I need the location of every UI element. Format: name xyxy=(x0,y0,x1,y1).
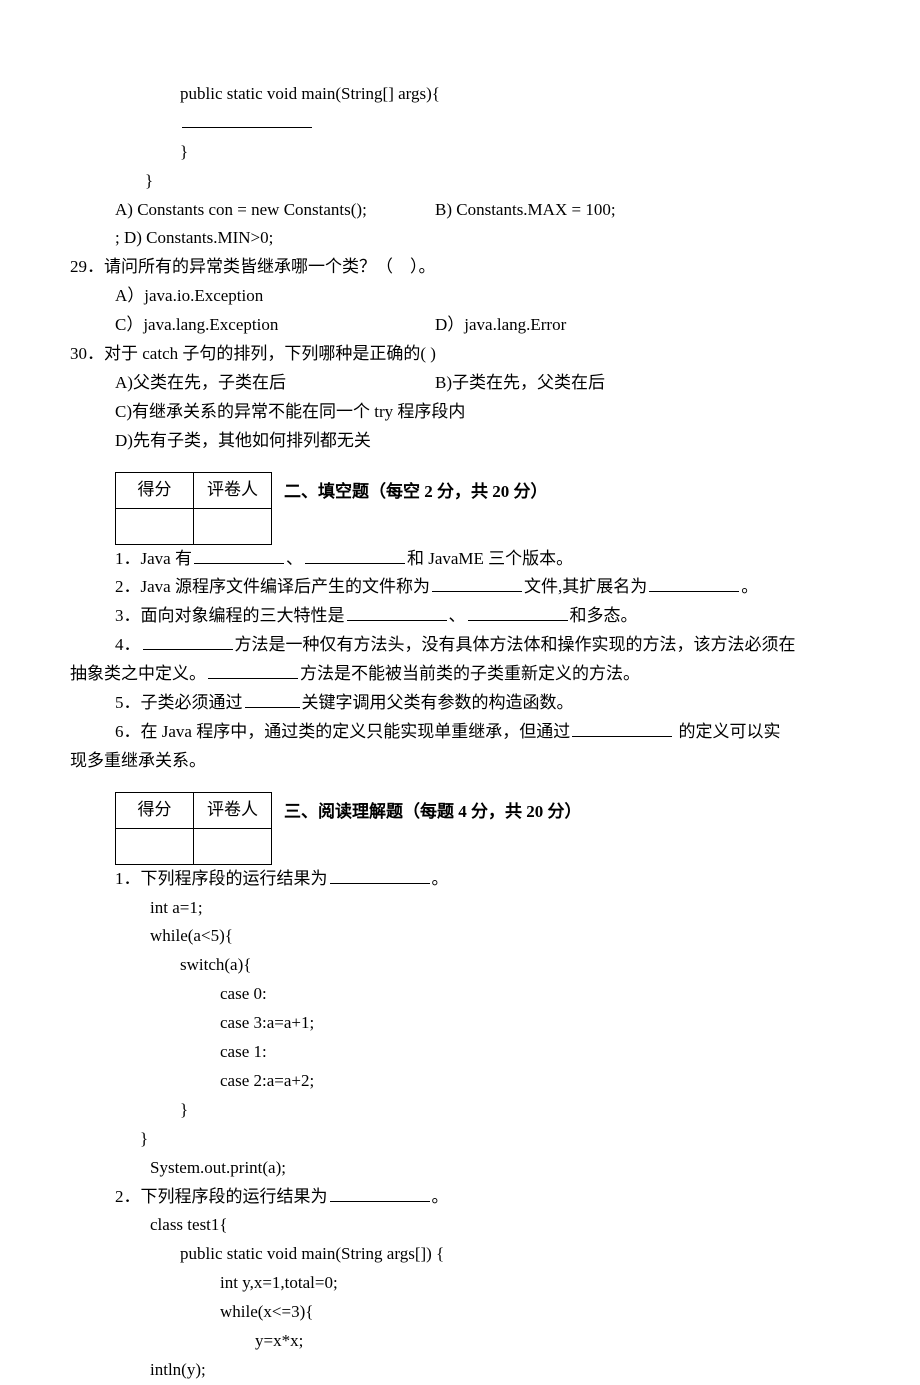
text: 抽象类之中定义。 xyxy=(70,664,206,683)
fill-3: 3．面向对象编程的三大特性是 、 和多态。 xyxy=(70,602,850,631)
blank xyxy=(143,649,233,650)
code-line: case 2:a=a+2; xyxy=(70,1067,850,1096)
code-line: public static void main(String[] args){ xyxy=(70,80,850,109)
text: 。 xyxy=(432,1187,449,1206)
text: 2．下列程序段的运行结果为 xyxy=(115,1187,328,1206)
blank xyxy=(468,620,568,621)
fill-4-line2: 抽象类之中定义。 方法是不能被当前类的子类重新定义的方法。 xyxy=(70,660,850,689)
fill-4-line1: 4． 方法是一种仅有方法头，没有具体方法体和操作实现的方法，该方法必须在 xyxy=(70,631,850,660)
blank xyxy=(432,591,522,592)
code-line: y=x*x; xyxy=(70,1327,850,1356)
code-line: } xyxy=(70,1096,850,1125)
grader-label: 评卷人 xyxy=(194,792,272,828)
fill-1: 1．Java 有 、 和 JavaME 三个版本。 xyxy=(70,545,850,574)
blank xyxy=(649,591,739,592)
code-line: while(a<5){ xyxy=(70,922,850,951)
section2-title: 二、填空题（每空 2 分，共 20 分） xyxy=(284,478,548,507)
blank xyxy=(245,707,300,708)
fill-2: 2．Java 源程序文件编译后产生的文件称为 文件,其扩展名为 。 xyxy=(70,573,850,602)
score-cell xyxy=(116,508,194,544)
q29-stem: 29．请问所有的异常类皆继承哪一个类？（ ）。 xyxy=(70,253,850,282)
text: 4． xyxy=(115,635,141,654)
code-line: intln(y); xyxy=(70,1356,850,1385)
text: 和 JavaME 三个版本。 xyxy=(407,549,573,568)
text: 1．下列程序段的运行结果为 xyxy=(115,869,328,888)
text: 、 xyxy=(449,606,466,625)
code-line: switch(a){ xyxy=(70,951,850,980)
text: 文件,其扩展名为 xyxy=(524,577,647,596)
option-a: A) Constants con = new Constants(); xyxy=(115,196,435,225)
blank xyxy=(347,620,447,621)
text: 关键字调用父类有参数的构造函数。 xyxy=(302,693,574,712)
code-line: } xyxy=(70,167,850,196)
q29-option-a: A）java.io.Exception xyxy=(70,282,850,311)
code-line: public static void main(String args[]) { xyxy=(70,1240,850,1269)
grader-cell xyxy=(194,508,272,544)
code-line: } xyxy=(70,1125,850,1154)
code-line: while(x<=3){ xyxy=(70,1298,850,1327)
text: 3．面向对象编程的三大特性是 xyxy=(115,606,345,625)
code-line: case 3:a=a+1; xyxy=(70,1009,850,1038)
code-line: } xyxy=(70,138,850,167)
code-line: class test1{ xyxy=(70,1211,850,1240)
code-line: case 0: xyxy=(70,980,850,1009)
q30-option-d: D)先有子类，其他如何排列都无关 xyxy=(70,427,850,456)
blank xyxy=(305,563,405,564)
text: 和多态。 xyxy=(570,606,638,625)
blank xyxy=(572,736,672,737)
q29-option-d: D）java.lang.Error xyxy=(435,311,850,340)
fill-6-line2: 现多重继承关系。 xyxy=(70,747,850,776)
text: 5．子类必须通过 xyxy=(115,693,243,712)
option-d: ; D) Constants.MIN>0; xyxy=(70,224,850,253)
score-cell xyxy=(116,828,194,864)
score-table: 得分 评卷人 xyxy=(115,472,272,545)
code-line: int y,x=1,total=0; xyxy=(70,1269,850,1298)
code-line: int a=1; xyxy=(70,894,850,923)
section3-title: 三、阅读理解题（每题 4 分，共 20 分） xyxy=(284,798,582,827)
blank xyxy=(208,678,298,679)
q30-option-a: A)父类在先，子类在后 xyxy=(115,369,435,398)
text: 的定义可以实 xyxy=(674,722,780,741)
blank xyxy=(194,563,284,564)
score-table: 得分 评卷人 xyxy=(115,792,272,865)
blank xyxy=(330,1201,430,1202)
score-label: 得分 xyxy=(116,792,194,828)
option-b: B) Constants.MAX = 100; xyxy=(435,196,850,225)
fill-5: 5．子类必须通过 关键字调用父类有参数的构造函数。 xyxy=(70,689,850,718)
text: 1．Java 有 xyxy=(115,549,192,568)
code-line xyxy=(70,109,850,138)
q28-options-row1: A) Constants con = new Constants(); B) C… xyxy=(70,196,850,225)
text: 方法是不能被当前类的子类重新定义的方法。 xyxy=(300,664,640,683)
text: 2．Java 源程序文件编译后产生的文件称为 xyxy=(115,577,430,596)
code-line: case 1: xyxy=(70,1038,850,1067)
text: 。 xyxy=(741,577,758,596)
q30-option-c: C)有继承关系的异常不能在同一个 try 程序段内 xyxy=(70,398,850,427)
code-blank xyxy=(182,127,312,128)
section2-header: 得分 评卷人 二、填空题（每空 2 分，共 20 分） xyxy=(70,472,850,545)
grader-cell xyxy=(194,828,272,864)
text: 、 xyxy=(286,549,303,568)
section3-header: 得分 评卷人 三、阅读理解题（每题 4 分，共 20 分） xyxy=(70,792,850,865)
text: 。 xyxy=(432,869,449,888)
text: 方法是一种仅有方法头，没有具体方法体和操作实现的方法，该方法必须在 xyxy=(235,635,796,654)
text: 6．在 Java 程序中，通过类的定义只能实现单重继承，但通过 xyxy=(115,722,570,741)
q30-option-b: B)子类在先，父类在后 xyxy=(435,369,850,398)
rq2-stem: 2．下列程序段的运行结果为 。 xyxy=(70,1183,850,1212)
q29-option-c: C）java.lang.Exception xyxy=(115,311,435,340)
rq1-stem: 1．下列程序段的运行结果为 。 xyxy=(70,865,850,894)
code-line: System.out.print(a); xyxy=(70,1154,850,1183)
q29-options-row2: C）java.lang.Exception D）java.lang.Error xyxy=(70,311,850,340)
fill-6-line1: 6．在 Java 程序中，通过类的定义只能实现单重继承，但通过 的定义可以实 xyxy=(70,718,850,747)
score-label: 得分 xyxy=(116,472,194,508)
blank xyxy=(330,883,430,884)
q30-options-row1: A)父类在先，子类在后 B)子类在先，父类在后 xyxy=(70,369,850,398)
grader-label: 评卷人 xyxy=(194,472,272,508)
q30-stem: 30．对于 catch 子句的排列，下列哪种是正确的( ) xyxy=(70,340,850,369)
